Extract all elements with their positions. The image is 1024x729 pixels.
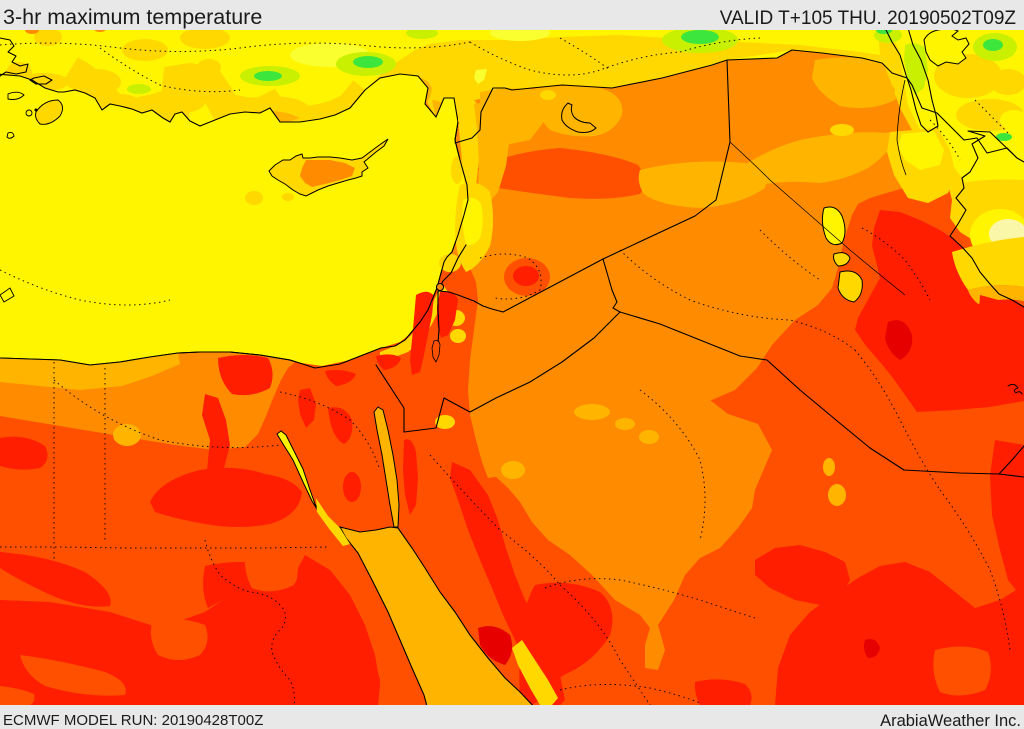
svg-text:3-hr maximum temperature: 3-hr maximum temperature bbox=[3, 5, 262, 29]
svg-text:ArabiaWeather Inc.: ArabiaWeather Inc. bbox=[880, 712, 1021, 729]
svg-text:VALID T+105 THU. 20190502T09Z: VALID T+105 THU. 20190502T09Z bbox=[720, 8, 1017, 29]
svg-text:ECMWF MODEL RUN: 20190428T00Z: ECMWF MODEL RUN: 20190428T00Z bbox=[3, 712, 263, 729]
